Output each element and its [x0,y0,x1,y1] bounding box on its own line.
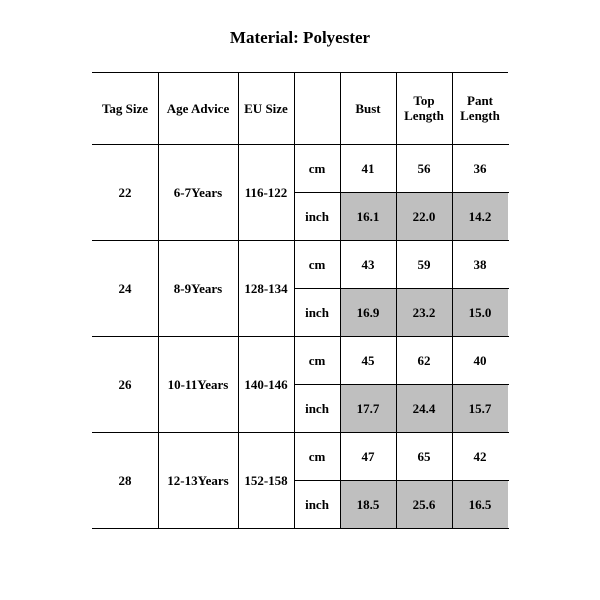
cell-top-cm: 62 [396,337,452,385]
cell-eu: 140-146 [238,337,294,433]
size-table: Tag Size Age Advice EU Size Bust Top Len… [92,72,509,529]
cell-bust-cm: 47 [340,433,396,481]
cell-pant-cm: 40 [452,337,508,385]
cell-pant-cm: 38 [452,241,508,289]
cell-unit-inch: inch [294,289,340,337]
cell-tag: 26 [92,337,158,433]
col-unit [294,73,340,145]
cell-pant-inch: 15.7 [452,385,508,433]
page-title: Material: Polyester [0,0,600,72]
cell-unit-cm: cm [294,241,340,289]
table-row: 28 12-13Years 152-158 cm 47 65 42 [92,433,508,481]
col-pant-length: Pant Length [452,73,508,145]
cell-unit-cm: cm [294,433,340,481]
col-tag-size: Tag Size [92,73,158,145]
col-eu-size: EU Size [238,73,294,145]
cell-bust-cm: 41 [340,145,396,193]
cell-pant-inch: 16.5 [452,481,508,529]
cell-unit-inch: inch [294,385,340,433]
cell-age: 12-13Years [158,433,238,529]
cell-top-inch: 22.0 [396,193,452,241]
cell-eu: 128-134 [238,241,294,337]
cell-top-inch: 23.2 [396,289,452,337]
cell-bust-inch: 16.9 [340,289,396,337]
cell-tag: 28 [92,433,158,529]
cell-bust-inch: 16.1 [340,193,396,241]
col-top-length-text: Top Length [404,93,444,123]
cell-unit-cm: cm [294,145,340,193]
cell-bust-cm: 43 [340,241,396,289]
table-header-row: Tag Size Age Advice EU Size Bust Top Len… [92,73,508,145]
col-bust: Bust [340,73,396,145]
cell-eu: 116-122 [238,145,294,241]
cell-tag: 22 [92,145,158,241]
cell-pant-cm: 36 [452,145,508,193]
table-row: 24 8-9Years 128-134 cm 43 59 38 [92,241,508,289]
cell-top-cm: 65 [396,433,452,481]
col-pant-length-text: Pant Length [460,93,500,123]
cell-pant-inch: 14.2 [452,193,508,241]
cell-age: 8-9Years [158,241,238,337]
cell-age: 10-11Years [158,337,238,433]
cell-unit-inch: inch [294,193,340,241]
cell-bust-inch: 18.5 [340,481,396,529]
cell-age: 6-7Years [158,145,238,241]
table-row: 26 10-11Years 140-146 cm 45 62 40 [92,337,508,385]
cell-unit-inch: inch [294,481,340,529]
cell-bust-cm: 45 [340,337,396,385]
table-row: 22 6-7Years 116-122 cm 41 56 36 [92,145,508,193]
cell-top-inch: 25.6 [396,481,452,529]
cell-unit-cm: cm [294,337,340,385]
cell-eu: 152-158 [238,433,294,529]
col-age-advice: Age Advice [158,73,238,145]
cell-top-inch: 24.4 [396,385,452,433]
cell-pant-inch: 15.0 [452,289,508,337]
col-top-length: Top Length [396,73,452,145]
cell-pant-cm: 42 [452,433,508,481]
cell-tag: 24 [92,241,158,337]
cell-top-cm: 56 [396,145,452,193]
cell-top-cm: 59 [396,241,452,289]
cell-bust-inch: 17.7 [340,385,396,433]
